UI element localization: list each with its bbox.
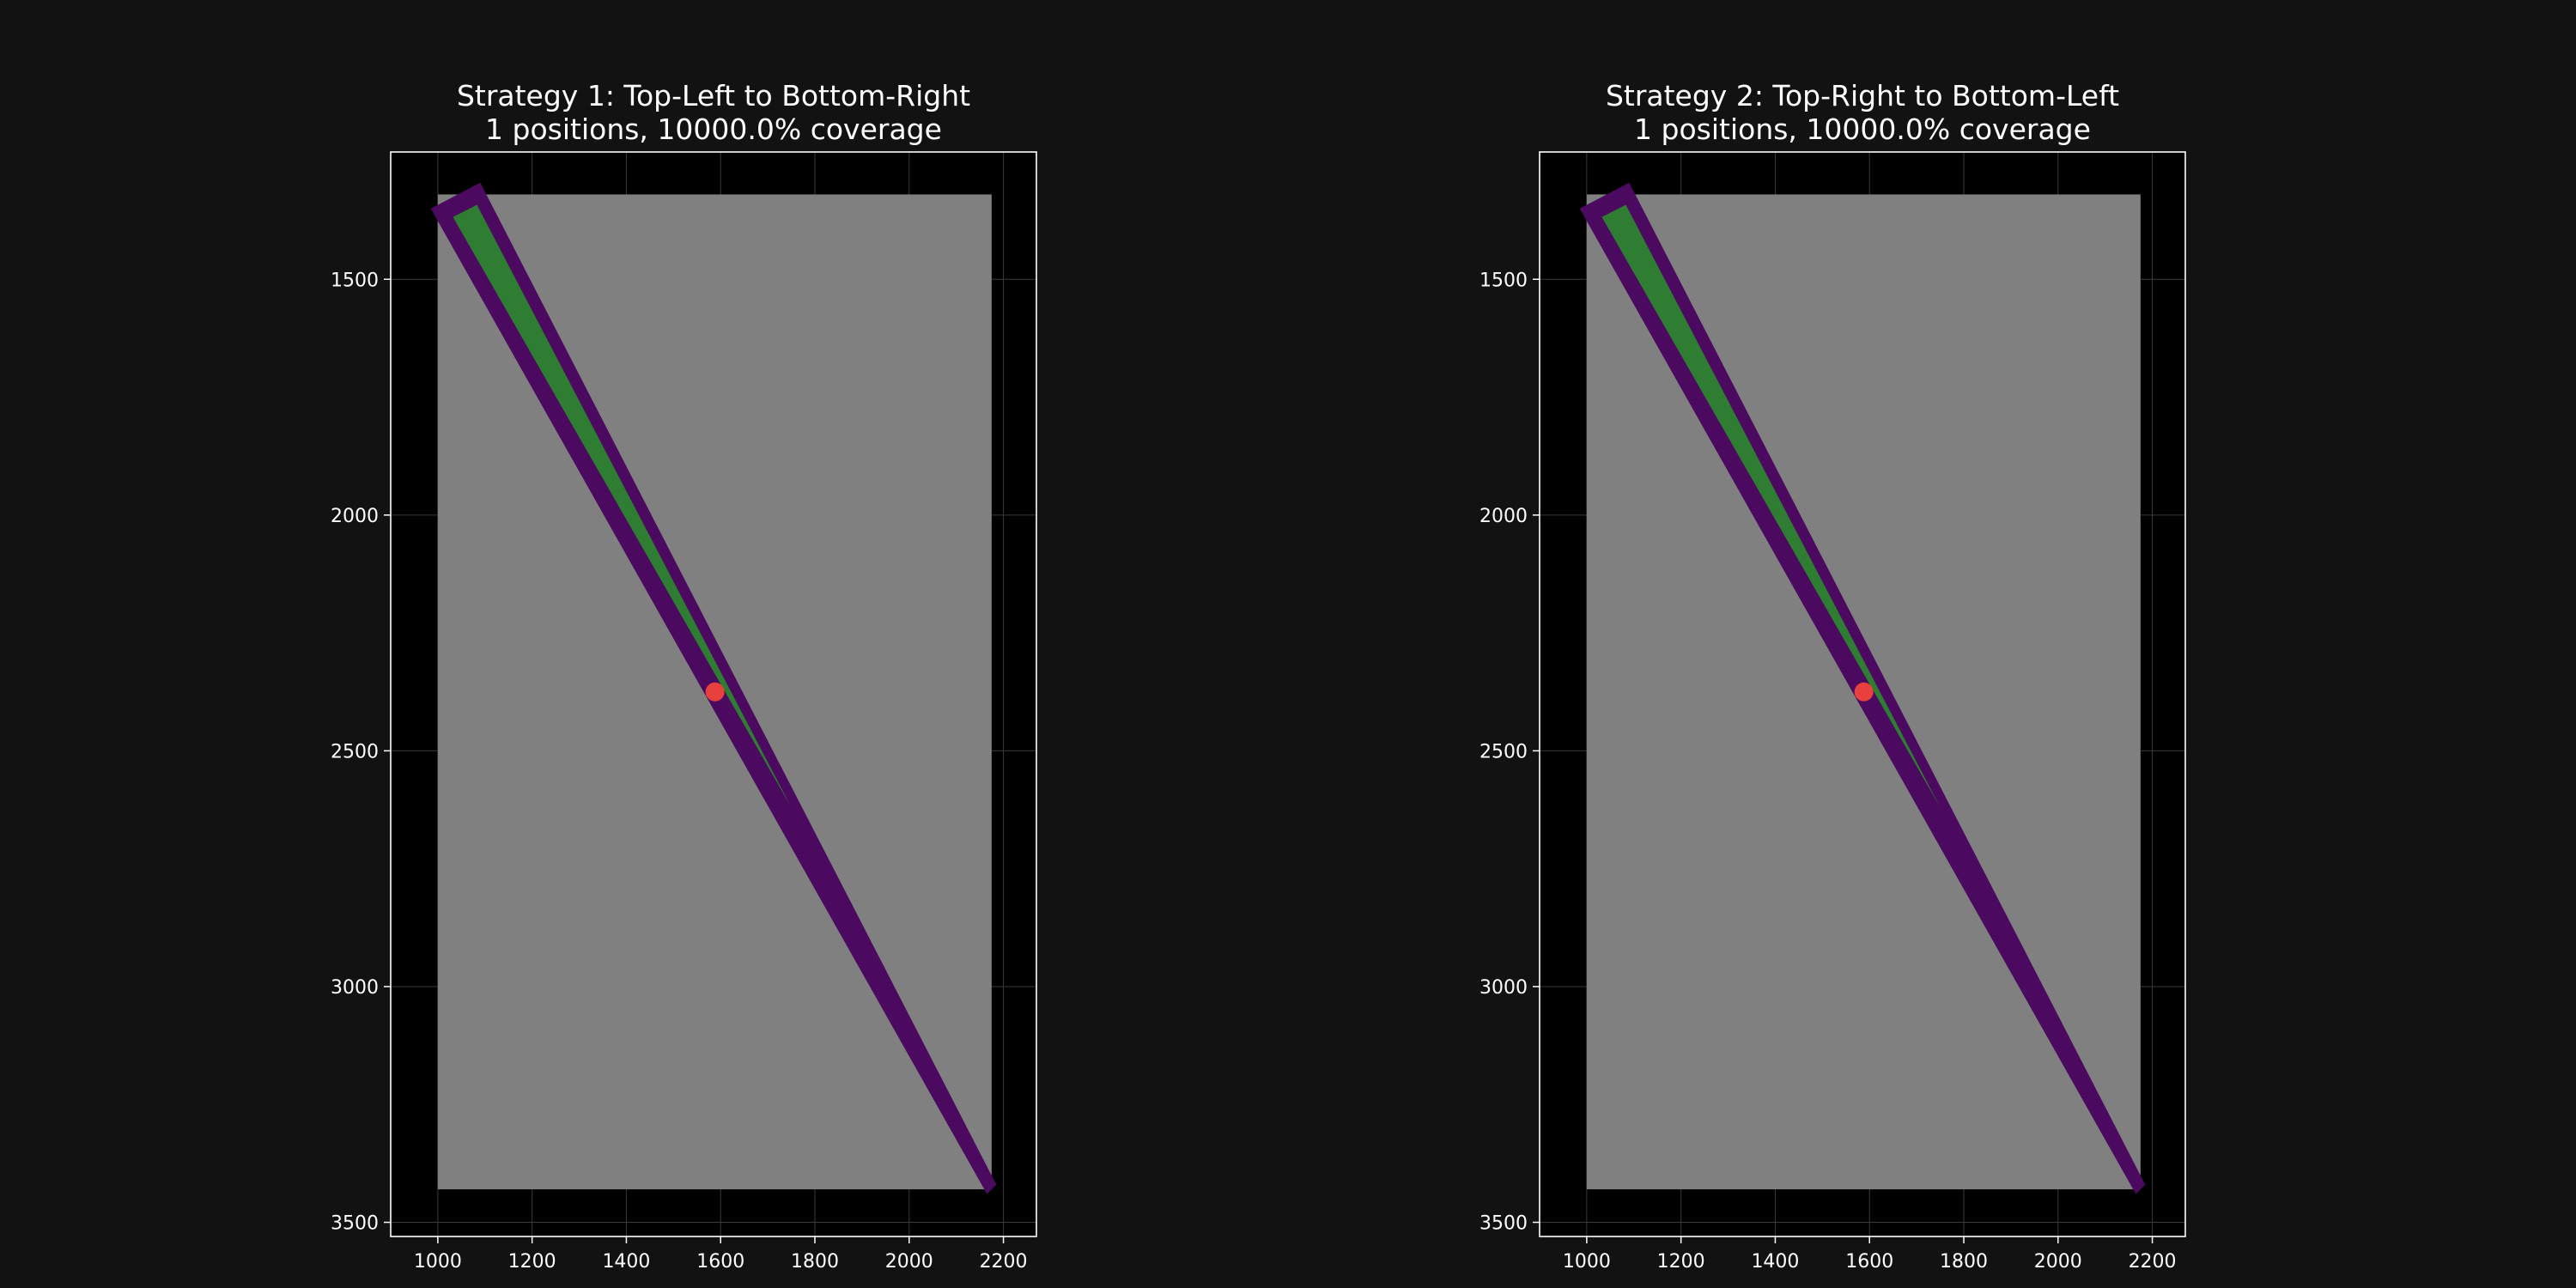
subplot-title-line-1: Strategy 1: Top-Left to Bottom-Right xyxy=(457,79,970,112)
subplot-title-line-1: Strategy 2: Top-Right to Bottom-Left xyxy=(1606,79,2119,112)
plot-data xyxy=(430,182,997,1194)
y-tick-label: 3000 xyxy=(331,977,379,999)
y-tick-label: 2500 xyxy=(1479,741,1528,762)
coverage-wedge xyxy=(453,204,792,808)
position-marker xyxy=(1854,682,1874,702)
y-tick-label: 3500 xyxy=(1479,1213,1528,1235)
axis-ticks: 1000 1200 1400 1600 1800 2000 2200 1500 2000 2500… xyxy=(331,270,1028,1273)
x-tick-label: 2000 xyxy=(885,1251,933,1273)
x-tick-label: 1200 xyxy=(508,1251,556,1273)
y-tick-label: 1500 xyxy=(1479,270,1528,291)
axes-frame xyxy=(1539,151,2186,1237)
y-tick-label: 2000 xyxy=(1479,506,1528,527)
y-tick-label: 2000 xyxy=(331,506,379,527)
x-tick-label: 2200 xyxy=(980,1251,1028,1273)
y-tick-label: 1500 xyxy=(331,270,379,291)
axis-ticks: 1000 1200 1400 1600 1800 2000 2200 1500 2000 2500… xyxy=(1479,270,2177,1273)
x-tick-label: 1400 xyxy=(602,1251,650,1273)
y-tick-label: 3000 xyxy=(1479,977,1528,999)
subplot-strategy-1: Strategy 1: Top-Left to Bottom-Right 1 p… xyxy=(331,79,1037,1273)
x-tick-label: 2200 xyxy=(2129,1251,2177,1273)
x-tick-label: 1000 xyxy=(414,1251,462,1273)
y-tick-label: 3500 xyxy=(331,1213,379,1235)
plot-data xyxy=(1579,182,2146,1194)
x-tick-label: 1600 xyxy=(696,1251,744,1273)
axes-frame xyxy=(390,151,1037,1237)
x-tick-label: 1400 xyxy=(1751,1251,1799,1273)
x-tick-label: 1200 xyxy=(1657,1251,1705,1273)
subplot-title-line-2: 1 positions, 10000.0% coverage xyxy=(1634,112,2091,146)
subplot-strategy-2: Strategy 2: Top-Right to Bottom-Left 1 p… xyxy=(1479,79,2186,1273)
y-tick-label: 2500 xyxy=(331,741,379,762)
x-tick-label: 1800 xyxy=(1940,1251,1988,1273)
x-tick-label: 2000 xyxy=(2034,1251,2082,1273)
x-tick-label: 1800 xyxy=(791,1251,839,1273)
coverage-wedge xyxy=(1601,204,1941,808)
position-marker xyxy=(705,682,725,702)
subplot-title-line-2: 1 positions, 10000.0% coverage xyxy=(485,112,942,146)
x-tick-label: 1600 xyxy=(1845,1251,1893,1273)
x-tick-label: 1000 xyxy=(1563,1251,1611,1273)
